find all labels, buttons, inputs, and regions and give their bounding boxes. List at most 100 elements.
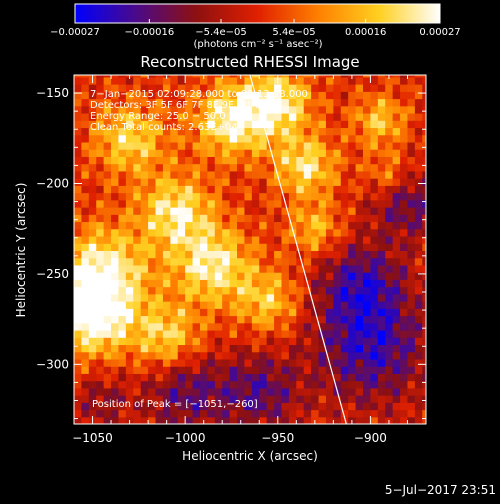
heatmap-cell [140, 409, 149, 418]
heatmap-cell [140, 170, 149, 179]
heatmap-cell [237, 84, 246, 92]
heatmap-cell [333, 98, 342, 107]
heatmap-cell [81, 170, 90, 179]
heatmap-cell [118, 149, 127, 157]
heatmap-cell [81, 380, 90, 389]
heatmap-cell [281, 127, 290, 136]
heatmap-cell [340, 221, 349, 230]
heatmap-cell [81, 257, 90, 266]
heatmap-cell [333, 199, 342, 208]
heatmap-cell [392, 387, 401, 396]
heatmap-cell [407, 257, 416, 266]
heatmap-cell [370, 301, 379, 309]
heatmap-cell [222, 163, 231, 172]
heatmap-cell [385, 221, 394, 230]
heatmap-cell [207, 250, 216, 259]
heatmap-cell [177, 192, 186, 201]
heatmap-cell [414, 250, 423, 259]
heatmap-cell [88, 373, 97, 382]
heatmap-cell [125, 373, 134, 382]
heatmap-cell [148, 344, 157, 353]
heatmap-cell [303, 409, 312, 418]
heatmap-cell [244, 199, 253, 208]
heatmap-cell [81, 120, 90, 129]
heatmap-cell [155, 322, 164, 331]
heatmap-cell [377, 84, 386, 92]
heatmap-cell [377, 301, 386, 309]
heatmap-cell [237, 395, 246, 403]
colorbar-tick-label: 5.4e−05 [272, 27, 315, 38]
heatmap-cell [192, 149, 201, 157]
heatmap-cell [348, 141, 357, 150]
heatmap-cell [96, 301, 105, 309]
heatmap-cell [96, 91, 105, 100]
heatmap-cell [133, 170, 142, 179]
annotation-total-counts: Clean Total counts: 2.63E+04 [90, 122, 238, 133]
heatmap-cell [363, 315, 372, 324]
heatmap-cell [199, 337, 208, 346]
heatmap-cell [162, 127, 171, 136]
heatmap-cell [407, 134, 416, 143]
heatmap-cell [333, 112, 342, 121]
heatmap-cell [348, 76, 357, 85]
heatmap-cell [207, 358, 216, 367]
heatmap-cell [170, 373, 179, 382]
heatmap-cell [288, 337, 297, 346]
heatmap-cell [281, 76, 290, 85]
heatmap-cell [333, 134, 342, 143]
heatmap-cell [214, 322, 223, 331]
heatmap-cell [377, 380, 386, 389]
heatmap-cell [325, 170, 334, 179]
heatmap-cell [133, 322, 142, 331]
heatmap-cell [111, 337, 120, 346]
heatmap-cell [125, 387, 134, 396]
heatmap-cell [199, 221, 208, 230]
heatmap-cell [400, 76, 409, 85]
heatmap-cell [385, 293, 394, 302]
heatmap-cell [348, 358, 357, 367]
heatmap-cell [207, 163, 216, 172]
heatmap-cell [370, 156, 379, 165]
heatmap-cell [266, 178, 275, 186]
heatmap-cell [103, 207, 112, 215]
heatmap-cell [288, 243, 297, 252]
heatmap-cell [340, 163, 349, 172]
heatmap-cell [74, 243, 83, 252]
heatmap-cell [288, 84, 297, 92]
heatmap-cell [133, 163, 142, 172]
heatmap-cell [281, 112, 290, 121]
heatmap-cell [118, 402, 127, 411]
heatmap-cell [400, 351, 409, 360]
heatmap-cell [111, 156, 120, 165]
heatmap-cell [148, 402, 157, 411]
heatmap-cell [111, 221, 120, 230]
heatmap-cell [88, 308, 97, 317]
heatmap-cell [170, 170, 179, 179]
heatmap-cell [400, 380, 409, 389]
heatmap-cell [333, 279, 342, 288]
heatmap-cell [340, 170, 349, 179]
heatmap-cell [74, 134, 83, 143]
heatmap-cell [148, 235, 157, 244]
heatmap-cell [288, 214, 297, 223]
heatmap-cell [229, 170, 238, 179]
heatmap-cell [422, 322, 426, 331]
heatmap-cell [363, 141, 372, 150]
heatmap-cell [81, 134, 90, 143]
heatmap-cell [229, 91, 238, 100]
heatmap-cell [244, 91, 253, 100]
heatmap-cell [199, 185, 208, 194]
heatmap-cell [177, 358, 186, 367]
heatmap-cell [370, 170, 379, 179]
heatmap-cell [281, 134, 290, 143]
heatmap-cell [274, 329, 283, 338]
heatmap-cell [303, 127, 312, 136]
heatmap-cell [259, 279, 268, 288]
heatmap-cell [340, 337, 349, 346]
heatmap-cell [88, 409, 97, 418]
heatmap-cell [111, 141, 120, 150]
heatmap-cell [103, 105, 112, 114]
heatmap-cell [111, 112, 120, 121]
heatmap-cell [385, 257, 394, 266]
heatmap-cell [140, 127, 149, 136]
